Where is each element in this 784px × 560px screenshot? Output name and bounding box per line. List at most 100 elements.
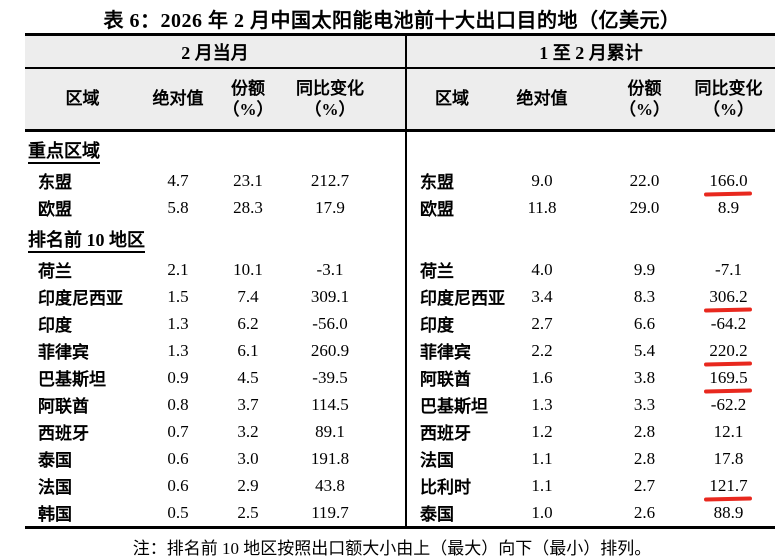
cell-region: 巴基斯坦 xyxy=(420,397,488,416)
cell-region: 法国 xyxy=(420,451,454,470)
cell-share: 5.4 xyxy=(633,340,656,360)
cell-region: 印度尼西亚 xyxy=(38,289,123,308)
cell-region: 泰国 xyxy=(420,505,454,524)
cell-yoy: 119.7 xyxy=(311,502,349,522)
table-row: 韩国 0.5 2.5 119.7 泰国 1.0 2.6 88.9 xyxy=(25,499,775,526)
cell-region: 菲律宾 xyxy=(38,343,89,362)
cell-value: 0.6 xyxy=(167,448,189,468)
red-underline-mark: 121.7 xyxy=(709,475,748,495)
red-underline-mark: 220.2 xyxy=(709,340,748,360)
cell-value: 1.5 xyxy=(167,286,189,306)
cell-value: 1.2 xyxy=(531,421,553,441)
cell-value: 0.7 xyxy=(167,421,189,441)
section-header-label: 重点区域 xyxy=(28,141,100,164)
cell-yoy: 17.8 xyxy=(713,448,744,468)
cell-yoy: 121.7 xyxy=(702,472,775,499)
cell-share: 23.1 xyxy=(233,170,263,190)
cell-share: 2.7 xyxy=(633,475,656,495)
cell-yoy: 89.1 xyxy=(315,421,345,441)
row-half-left: 荷兰 2.1 10.1 -3.1 xyxy=(25,256,405,283)
cell-share: 4.5 xyxy=(237,367,259,387)
cell-value: 1.0 xyxy=(531,502,553,522)
section-header-label: 排名前 10 地区 xyxy=(28,230,145,253)
row-half-right: 西班牙 1.2 2.8 12.1 xyxy=(405,418,775,445)
column-headers-right: 区域 绝对值 份额 （%） 同比变化 （%） xyxy=(405,69,775,129)
cell-share: 22.0 xyxy=(629,170,660,190)
row-half-left: 阿联酋 0.8 3.7 114.5 xyxy=(25,391,405,418)
cell-value: 0.6 xyxy=(167,475,189,495)
row-half-left: 韩国 0.5 2.5 119.7 xyxy=(25,499,405,526)
cell-value: 3.4 xyxy=(531,286,553,306)
cell-region: 荷兰 xyxy=(420,262,454,281)
cell-share: 8.3 xyxy=(633,286,656,306)
row-half-right: 东盟 9.0 22.0 166.0 xyxy=(405,167,775,194)
table-row: 荷兰 2.1 10.1 -3.1 荷兰 4.0 9.9 -7.1 xyxy=(25,256,775,283)
cell-share: 29.0 xyxy=(629,197,660,217)
column-header-share: 份额 （%） xyxy=(222,78,274,119)
cell-region: 东盟 xyxy=(38,173,72,192)
row-half-right: 泰国 1.0 2.6 88.9 xyxy=(405,499,775,526)
cell-yoy: 17.9 xyxy=(315,197,345,217)
cell-value: 9.0 xyxy=(531,170,553,190)
cell-value: 2.1 xyxy=(167,259,189,279)
cell-yoy: 191.8 xyxy=(310,448,350,468)
table-row: 阿联酋 0.8 3.7 114.5 巴基斯坦 1.3 3.3 -62.2 xyxy=(25,391,775,418)
cell-region: 印度尼西亚 xyxy=(420,289,505,308)
cell-value: 5.8 xyxy=(167,197,189,217)
table-body: 重点区域 东盟 4.7 23.1 212.7 东盟 9.0 22.0 166.0 欧盟 5.8 28.… xyxy=(25,132,775,526)
row-half-left: 法国 0.6 2.9 43.8 xyxy=(25,472,405,499)
cell-region: 欧盟 xyxy=(420,200,454,219)
cell-region: 西班牙 xyxy=(420,424,471,443)
cell-region: 巴基斯坦 xyxy=(38,370,106,389)
red-underline-mark: 169.5 xyxy=(709,367,748,387)
period-header-left: 2 月当月 xyxy=(181,42,249,63)
cell-region: 比利时 xyxy=(420,478,471,497)
section-half-left: 排名前 10 地区 xyxy=(25,221,405,256)
column-header-value: 绝对值 xyxy=(152,89,204,109)
cell-yoy: 8.9 xyxy=(717,197,740,217)
row-half-left: 泰国 0.6 3.0 191.8 xyxy=(25,445,405,472)
cell-region: 菲律宾 xyxy=(420,343,471,362)
row-half-left: 东盟 4.7 23.1 212.7 xyxy=(25,167,405,194)
cell-yoy: 260.9 xyxy=(310,340,350,360)
period-header-row: 2 月当月 1 至 2 月累计 xyxy=(25,36,775,69)
cell-value: 4.0 xyxy=(531,259,553,279)
cell-yoy: -64.2 xyxy=(710,313,747,333)
row-half-right: 比利时 1.1 2.7 121.7 xyxy=(405,472,775,499)
cell-value: 1.6 xyxy=(531,367,553,387)
cell-value: 0.8 xyxy=(167,394,189,414)
table-row: 巴基斯坦 0.9 4.5 -39.5 阿联酋 1.6 3.8 169.5 xyxy=(25,364,775,391)
cell-yoy: -3.1 xyxy=(316,259,344,279)
cell-yoy: 114.5 xyxy=(311,394,349,414)
cell-share: 3.0 xyxy=(237,448,259,468)
cell-share: 3.2 xyxy=(237,421,259,441)
table-row: 东盟 4.7 23.1 212.7 东盟 9.0 22.0 166.0 xyxy=(25,167,775,194)
cell-yoy: 43.8 xyxy=(315,475,345,495)
export-table: 2 月当月 1 至 2 月累计 区域 绝对值 份额 （%） 同比变化 （%） 区域 绝对值份… xyxy=(25,33,775,529)
red-underline-mark: 306.2 xyxy=(709,286,748,306)
cell-share: 28.3 xyxy=(233,197,263,217)
cell-value: 1.3 xyxy=(167,313,189,333)
cell-yoy: -56.0 xyxy=(312,313,348,333)
cell-share: 3.3 xyxy=(633,394,656,414)
cell-share: 2.8 xyxy=(633,448,656,468)
cell-region: 泰国 xyxy=(38,451,72,470)
cell-region: 印度 xyxy=(420,316,454,335)
cell-region: 法国 xyxy=(38,478,72,497)
row-half-left: 印度尼西亚 1.5 7.4 309.1 xyxy=(25,283,405,310)
cell-value: 2.2 xyxy=(531,340,553,360)
cell-yoy: 166.0 xyxy=(702,167,775,194)
row-half-right: 印度 2.7 6.6 -64.2 xyxy=(405,310,775,337)
row-half-left: 西班牙 0.7 3.2 89.1 xyxy=(25,418,405,445)
cell-share: 3.7 xyxy=(237,394,259,414)
cell-yoy: 220.2 xyxy=(702,337,775,364)
cell-share: 7.4 xyxy=(237,286,259,306)
row-half-right: 印度尼西亚 3.4 8.3 306.2 xyxy=(405,283,775,310)
cell-yoy: 212.7 xyxy=(310,170,350,190)
cell-share: 2.6 xyxy=(633,502,656,522)
section-half-right xyxy=(405,221,775,256)
column-header-yoy: 同比变化 （%） xyxy=(296,78,364,119)
row-half-right: 阿联酋 1.6 3.8 169.5 xyxy=(405,364,775,391)
cell-value: 1.3 xyxy=(167,340,189,360)
